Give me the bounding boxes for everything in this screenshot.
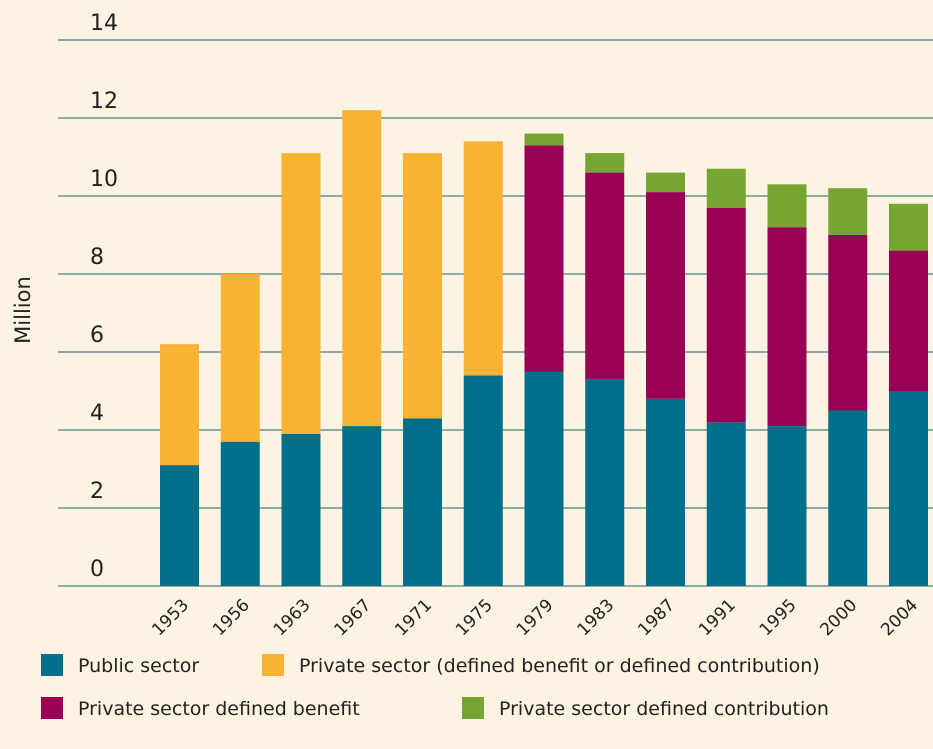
- bar-segment: [281, 153, 321, 434]
- bar-segment: [281, 433, 321, 586]
- bar-segment: [706, 422, 746, 586]
- y-axis-label: Million: [11, 276, 35, 344]
- bar-segment: [524, 371, 564, 586]
- x-tick-label: 1967: [331, 595, 376, 640]
- bar-segment: [463, 141, 503, 376]
- bar-segment: [585, 379, 625, 586]
- bar-segment: [220, 441, 260, 586]
- y-tick-label: 12: [90, 89, 118, 114]
- x-tick-label: 2000: [817, 595, 862, 640]
- bar-segment: [585, 172, 625, 380]
- legend-swatch: [462, 697, 484, 719]
- bar-segment: [585, 153, 625, 173]
- x-tick-label: 1995: [756, 595, 801, 640]
- bar-segment: [706, 207, 746, 423]
- bar-segment: [463, 375, 503, 586]
- legend-label: Private sector defined contribution: [499, 698, 829, 720]
- bar-segment: [767, 184, 807, 228]
- legend-label: Private sector (defined benefit or defin…: [299, 655, 820, 677]
- bar-segment: [524, 145, 564, 372]
- bar-segment: [889, 203, 928, 251]
- bar-segment: [342, 426, 382, 586]
- legend-label: Public sector: [78, 655, 199, 677]
- bar-segment: [706, 168, 746, 208]
- bar-segment: [524, 133, 564, 146]
- y-tick-label: 0: [90, 557, 104, 582]
- x-tick-label: 1956: [209, 595, 254, 640]
- y-tick-label: 8: [90, 245, 104, 270]
- legend-swatch: [41, 654, 63, 676]
- bar-segment: [767, 227, 807, 427]
- bar-segment: [160, 344, 199, 466]
- bar-segment: [828, 235, 868, 411]
- x-tick-label: 1979: [513, 595, 558, 640]
- x-tick-label: 1975: [452, 595, 497, 640]
- x-tick-label: 1963: [270, 595, 315, 640]
- y-tick-label: 10: [90, 167, 118, 192]
- x-tick-label: 1983: [574, 595, 619, 640]
- y-tick-label: 4: [90, 401, 104, 426]
- legend-label: Private sector defined benefit: [78, 698, 360, 720]
- bar-segment: [889, 391, 928, 586]
- bar-segment: [767, 426, 807, 586]
- x-tick-label: 1987: [634, 595, 679, 640]
- y-tick-label: 14: [90, 11, 118, 36]
- x-tick-label: 1953: [148, 595, 193, 640]
- bar-segment: [342, 110, 382, 427]
- x-tick-label: 1971: [391, 595, 436, 640]
- y-tick-label: 6: [90, 323, 104, 348]
- x-tick-label: 2004: [877, 595, 922, 640]
- bar-segment: [828, 188, 868, 235]
- y-tick-label: 2: [90, 479, 104, 504]
- bar-segment: [403, 418, 442, 586]
- legend-swatch: [41, 697, 63, 719]
- bar-segment: [646, 172, 685, 193]
- bar-segment: [889, 250, 928, 391]
- bar-segment: [646, 398, 685, 586]
- bar-segment: [160, 465, 199, 586]
- legend-swatch: [262, 654, 284, 676]
- bar-segment: [828, 410, 868, 586]
- bar-segment: [403, 153, 442, 419]
- x-tick-label: 1991: [695, 595, 740, 640]
- bar-segment: [646, 192, 685, 399]
- bar-segment: [220, 274, 260, 442]
